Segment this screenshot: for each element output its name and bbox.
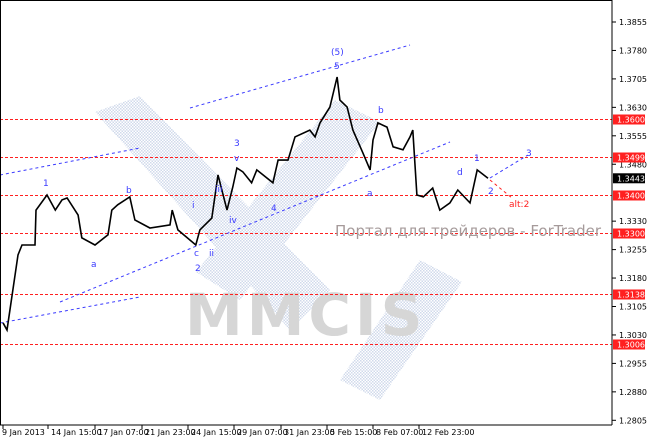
forecast-wave3-line	[489, 154, 529, 179]
level-price-label: 1.3600	[617, 116, 645, 125]
y-tick-label: 1.3180	[619, 274, 647, 283]
current-price-box	[613, 173, 645, 184]
watermark-stripe	[196, 100, 380, 300]
wave-label: a	[91, 260, 97, 270]
x-tick-label: 21 Jan 23:00	[145, 428, 196, 437]
y-tick-label: 1.2880	[619, 388, 647, 397]
wave-label: 3	[234, 139, 240, 149]
wave-label: 3	[526, 149, 532, 159]
wave-label: iii	[215, 185, 223, 195]
y-tick-label: 1.3330	[619, 217, 647, 226]
y-tick-label: 1.2805	[619, 416, 647, 425]
x-tick-label: 17 Jan 07:00	[98, 428, 149, 437]
level-price-box	[613, 339, 645, 350]
forecast-alt2-line	[489, 179, 513, 199]
y-tick-label: 1.3030	[619, 331, 647, 340]
lower-channel-line	[59, 141, 451, 303]
y-tick-label: 1.3855	[619, 18, 647, 27]
x-tick-label: 29 Jan 07:00	[237, 428, 288, 437]
wave-label: c	[194, 249, 199, 259]
level-price-label: 1.3006	[617, 341, 645, 350]
upper-left-line	[0, 147, 141, 176]
wave-label: (5)	[331, 48, 344, 58]
level-price-label: 1.3400	[617, 192, 645, 201]
wave-label: i	[192, 201, 195, 211]
wave-label-alt: alt:2	[509, 200, 529, 210]
wave-label: a	[367, 189, 373, 199]
x-tick-label: 8 Feb 07:00	[376, 428, 423, 437]
level-price-label: 1.3138	[617, 291, 645, 300]
level-price-box	[613, 289, 645, 300]
wave-label: iv	[229, 216, 238, 226]
wave-label: 1	[474, 154, 480, 164]
y-tick-label: 1.2955	[619, 359, 647, 368]
level-price-box	[613, 152, 645, 163]
level-price-box	[613, 114, 645, 125]
y-tick-label: 1.3705	[619, 75, 647, 84]
x-tick-label: 9 Jan 2013	[2, 428, 45, 437]
x-tick-label: 24 Jan 15:00	[191, 428, 242, 437]
y-tick-label: 1.3105	[619, 303, 647, 312]
wave-label: 4	[271, 204, 277, 214]
wave-label: 1	[43, 179, 49, 189]
lower-left-line	[0, 296, 141, 324]
y-tick-label: 1.3480	[619, 160, 647, 169]
level-price-label: 1.3300	[617, 230, 645, 239]
wave-label: ii	[209, 249, 214, 259]
wave-label: b	[126, 186, 132, 196]
wave-label: v	[234, 154, 240, 164]
x-tick-label: 14 Jan 15:00	[51, 428, 102, 437]
watermark-portal-text: Портал для трейдеров - ForTrader	[335, 222, 602, 240]
level-price-label: 1.3499	[617, 154, 645, 163]
level-price-box	[613, 190, 645, 201]
y-tick-label: 1.3255	[619, 246, 647, 255]
current-price-label: 1.3443	[617, 174, 645, 183]
x-tick-label: 5 Feb 15:00	[330, 428, 377, 437]
x-tick-label: 12 Feb 23:00	[422, 428, 474, 437]
y-tick-label: 1.3555	[619, 132, 647, 141]
wave-label: 5	[334, 62, 340, 72]
x-tick-label: 31 Jan 23:00	[284, 428, 335, 437]
wave-label: 2	[195, 264, 201, 274]
wave-label: 2	[488, 187, 494, 197]
y-tick-label: 1.3780	[619, 46, 647, 55]
wave-label: b	[378, 106, 384, 116]
y-tick-label: 1.3630	[619, 103, 647, 112]
level-price-box	[613, 228, 645, 239]
wave-label: d	[457, 168, 463, 178]
watermark-logo-text: MMCIS	[185, 281, 426, 349]
price-line	[2, 76, 489, 333]
trendlines	[0, 44, 529, 324]
upper-channel-line	[189, 44, 411, 109]
